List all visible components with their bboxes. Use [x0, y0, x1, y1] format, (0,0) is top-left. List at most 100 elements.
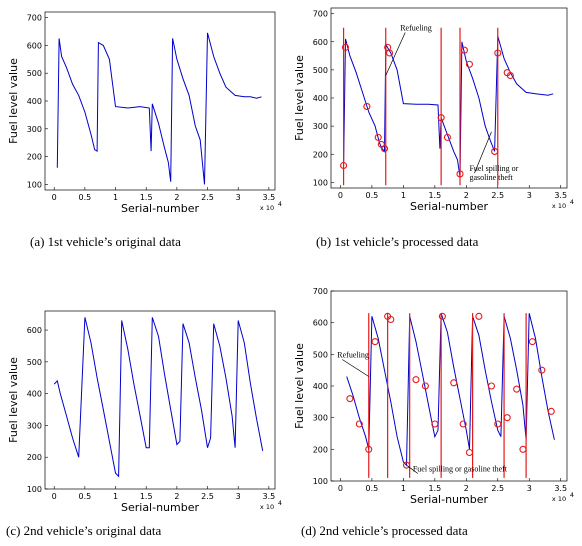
x-tick-label: 0 — [52, 193, 57, 202]
y-tick-label: 400 — [313, 382, 328, 391]
annotation-arrow — [385, 32, 406, 76]
event-marker — [341, 43, 350, 51]
plot-frame — [44, 310, 276, 490]
event-marker — [506, 71, 514, 80]
event-marker — [363, 102, 371, 110]
y-tick-label: 500 — [27, 69, 42, 78]
annotation-text: Fuel spilling or gasoline theft — [413, 465, 508, 474]
event-marker — [450, 379, 458, 387]
y-tick-label: 500 — [313, 66, 328, 75]
x-tick-label: 0.5 — [78, 492, 91, 501]
event-marker — [374, 133, 382, 141]
x-multiplier-exponent: 4 — [278, 499, 282, 507]
event-marker — [355, 420, 363, 428]
x-tick-label: 1 — [113, 193, 118, 202]
chart-panel-d: 0 0.5 1 1.5 2 2.5 3 3.5 100 200 300 400 500 600 700 Ser… — [291, 281, 582, 521]
x-tick-label: 2.5 — [491, 191, 504, 200]
x-tick-label: 1.5 — [428, 484, 441, 493]
y-axis-label: Fuel level value — [293, 343, 306, 429]
x-tick-label: 3 — [527, 484, 532, 493]
event-marker — [443, 133, 451, 141]
annotation-text: gasoline theft — [469, 173, 513, 182]
chart-b: 0 0.5 1 1.5 2 2.5 3 3.5 100 200 300 400 500 600 700 Ser… — [293, 7, 574, 213]
x-tick-label: 0 — [338, 484, 343, 493]
y-tick-label: 600 — [313, 319, 328, 328]
x-tick-label: 1 — [401, 484, 406, 493]
x-tick-label: 2 — [174, 193, 179, 202]
annotation-arrow — [406, 464, 419, 474]
plot-frame — [330, 290, 568, 482]
event-marker — [438, 312, 446, 320]
x-axis-label: Serial-number — [410, 200, 489, 213]
x-multiplier-label: x 10 — [552, 495, 566, 503]
caption-c: (c) 2nd vehicle’s original data — [6, 523, 162, 538]
y-tick-label: 700 — [313, 10, 328, 19]
y-tick-label: 400 — [313, 94, 328, 103]
y-tick-label: 600 — [27, 41, 42, 50]
x-tick-label: 3.5 — [554, 191, 567, 200]
y-tick-label: 200 — [27, 153, 42, 162]
chart-d: 0 0.5 1 1.5 2 2.5 3 3.5 100 200 300 400 500 600 700 Ser… — [293, 287, 574, 506]
annotation-arrow — [342, 359, 369, 377]
x-tick-label: 1 — [113, 492, 118, 501]
x-tick-label: 3 — [527, 191, 532, 200]
chart-c: 0 0.5 1 1.5 2 2.5 3 3.5 100 200 300 400 500 600 Serial… — [7, 310, 282, 514]
y-tick-label: 400 — [27, 390, 42, 399]
x-multiplier-label: x 10 — [552, 202, 566, 210]
y-tick-label: 100 — [313, 477, 328, 486]
event-marker — [346, 395, 354, 403]
x-tick-label: 2.5 — [201, 193, 214, 202]
x-multiplier-exponent: 4 — [570, 491, 574, 499]
x-tick-label: 0.5 — [366, 484, 379, 493]
y-tick-label: 300 — [27, 125, 42, 134]
y-tick-label: 200 — [313, 445, 328, 454]
x-tick-label: 3 — [236, 492, 241, 501]
chart-panel-c: 0 0.5 1 1.5 2 2.5 3 3.5 100 200 300 400 500 600 Serial… — [0, 281, 291, 521]
y-axis-label: Fuel level value — [293, 55, 306, 141]
chart-panel-a: 0 0.5 1 1.5 2 2.5 3 3.5 100 200 300 400 500 600 700 Ser… — [0, 0, 291, 245]
x-tick-label: 2.5 — [201, 492, 214, 501]
event-marker — [503, 414, 511, 422]
x-axis-label: Serial-number — [410, 493, 489, 506]
y-tick-label: 300 — [27, 421, 42, 430]
y-tick-label: 300 — [313, 122, 328, 131]
y-tick-label: 600 — [27, 326, 42, 335]
event-marker — [460, 46, 468, 54]
event-marker — [431, 420, 439, 428]
y-tick-label: 100 — [27, 180, 42, 189]
x-tick-label: 0 — [338, 191, 343, 200]
x-tick-label: 3 — [236, 193, 241, 202]
event-marker — [459, 420, 467, 428]
fuel-series-line — [346, 313, 555, 467]
y-tick-label: 700 — [27, 14, 42, 23]
event-marker — [385, 49, 394, 57]
x-multiplier-exponent: 4 — [570, 198, 574, 206]
x-tick-label: 0.5 — [366, 191, 379, 200]
x-multiplier-label: x 10 — [260, 503, 274, 511]
y-tick-label: 500 — [313, 350, 328, 359]
chart-a: 0 0.5 1 1.5 2 2.5 3 3.5 100 200 300 400 500 600 700 Ser… — [7, 11, 282, 215]
caption-a: (a) 1st vehicle’s original data — [30, 234, 181, 249]
fuel-series-line — [343, 35, 554, 177]
plot-frame — [44, 11, 276, 191]
y-tick-label: 600 — [313, 38, 328, 47]
y-tick-label: 200 — [27, 453, 42, 462]
chart-panel-b: 0 0.5 1 1.5 2 2.5 3 3.5 100 200 300 400 500 600 700 Ser… — [291, 0, 582, 245]
x-tick-label: 2 — [174, 492, 179, 501]
y-tick-label: 100 — [313, 178, 328, 187]
event-marker — [465, 60, 474, 68]
caption-d: (d) 2nd vehicle’s processed data — [301, 523, 468, 538]
event-marker — [421, 382, 429, 390]
x-multiplier-label: x 10 — [260, 204, 274, 212]
event-marker — [519, 445, 527, 453]
annotation-text: Refueling — [400, 24, 432, 33]
x-tick-label: 1.5 — [140, 193, 153, 202]
plot-frame — [330, 7, 568, 189]
annotation-text: Refueling — [337, 351, 369, 360]
y-axis-label: Fuel level value — [7, 357, 20, 443]
x-tick-label: 1 — [401, 191, 406, 200]
x-tick-label: 2 — [464, 484, 469, 493]
x-tick-label: 2 — [464, 191, 469, 200]
y-tick-label: 700 — [313, 287, 328, 296]
annotation-arrow — [474, 131, 492, 174]
